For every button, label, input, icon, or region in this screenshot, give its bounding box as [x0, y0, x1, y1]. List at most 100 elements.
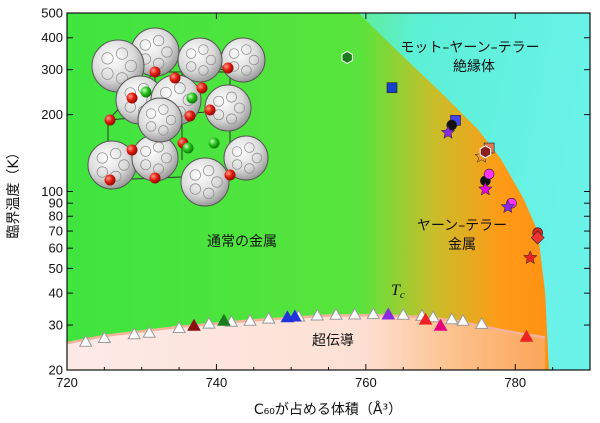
- c60-facet: [244, 163, 255, 174]
- c60-facet: [185, 48, 197, 59]
- mott-insulator-region: [358, 13, 590, 370]
- triangle-open-data-point: [261, 311, 276, 324]
- y-tick-label: 400: [41, 30, 63, 45]
- alkali-atom-red: [126, 92, 138, 104]
- mott-label-line1: モット–ヤーン–テラー: [400, 40, 539, 56]
- c60-facet: [211, 176, 223, 188]
- c60-molecule: [137, 97, 183, 143]
- c60-facet: [213, 109, 225, 121]
- y-tick-label: 30: [49, 318, 63, 333]
- x-axis-title: C₆₀が占める体積（Å³）: [254, 401, 402, 418]
- c60-facet: [231, 159, 243, 170]
- c60-facet: [161, 46, 173, 58]
- c60-facet: [189, 169, 201, 181]
- c60-facet: [153, 34, 165, 47]
- c60-facet: [231, 146, 243, 157]
- c60-facet: [145, 121, 157, 132]
- alkali-atom-green: [140, 86, 152, 98]
- x-tick-label: 720: [56, 375, 78, 390]
- alkali-atom-red: [104, 174, 116, 186]
- c60-facet: [189, 183, 201, 195]
- c60-facet: [228, 48, 240, 59]
- square-data-point: [386, 82, 398, 93]
- triangle-open-data-point: [329, 307, 343, 320]
- triangle-open-data-point: [347, 307, 362, 320]
- c60-facet: [198, 65, 209, 76]
- x-tick-label: 760: [355, 375, 377, 390]
- c60-facet: [110, 147, 122, 160]
- c60-facet: [241, 65, 252, 76]
- c60-facet: [158, 125, 169, 136]
- triangle-data-point: [433, 318, 448, 331]
- x-axis: 720 740 760 780: [56, 13, 591, 390]
- triangle-data-point: [288, 309, 302, 322]
- alkali-atom-red: [126, 144, 138, 156]
- triangle-data-point: [217, 313, 231, 326]
- star-data-point: [500, 199, 516, 214]
- c60-facet: [248, 54, 260, 66]
- tc-label: Tc: [391, 282, 405, 301]
- data-markers: [78, 50, 545, 347]
- alkali-atom-red: [196, 82, 208, 94]
- superconducting-dome: [67, 315, 546, 370]
- y-tick-label: 70: [49, 224, 63, 239]
- triangle-open-data-point: [202, 316, 216, 329]
- y-tick-label: 300: [41, 62, 63, 77]
- c60-facet: [244, 142, 255, 153]
- x-tick-label: 780: [504, 375, 526, 390]
- alkali-atom-green: [208, 137, 220, 149]
- c60-facet: [226, 91, 237, 103]
- c60-facet: [205, 54, 217, 66]
- c60-facet: [139, 39, 151, 51]
- alkali-atom-red: [104, 114, 116, 126]
- c60-facet: [251, 152, 263, 164]
- diamond-data-point: [530, 230, 545, 245]
- triangle-open-data-point: [456, 313, 470, 326]
- triangle-open-data-point: [444, 312, 459, 325]
- y-tick-label: 20: [49, 363, 63, 378]
- alkali-atom-red: [149, 66, 161, 78]
- alkali-atom-red: [204, 104, 216, 116]
- y-tick-label: 200: [41, 107, 63, 122]
- triangle-open-data-point: [78, 334, 93, 347]
- alkali-atom-green: [186, 92, 198, 104]
- c60-facet: [160, 86, 172, 99]
- y-tick-label: 500: [41, 6, 63, 21]
- y-tick-label: 100: [41, 184, 63, 199]
- c60-facet: [165, 114, 177, 126]
- triangle-open-data-point: [243, 313, 257, 326]
- alkali-atom-red: [169, 72, 181, 84]
- c60-facet: [185, 61, 197, 72]
- c60-facet: [158, 104, 169, 115]
- triangle-open-data-point: [396, 307, 411, 320]
- c60-facet: [101, 67, 114, 80]
- c60-facet: [173, 82, 186, 94]
- alkali-atom-red: [222, 62, 234, 74]
- c60-facet: [234, 102, 245, 114]
- c60-molecule: [220, 37, 266, 83]
- plot-area: [67, 13, 590, 370]
- star-data-point: [522, 250, 538, 265]
- alkali-atom-red: [224, 169, 236, 181]
- hexagon-data-point: [479, 145, 492, 159]
- triangle-open-data-point: [172, 320, 186, 333]
- c60-facet: [145, 108, 157, 119]
- triangle-data-point: [418, 312, 433, 325]
- c60-facet: [115, 47, 129, 60]
- c60-facet: [96, 152, 108, 164]
- c60-facet: [140, 159, 152, 171]
- c60-facet: [101, 52, 114, 65]
- c60-facet: [161, 152, 172, 164]
- alkali-atom-red: [149, 172, 161, 184]
- superconductivity-label: 超伝導: [312, 333, 354, 349]
- triangle-data-point: [187, 318, 201, 331]
- y-axis-title: 臨界温度（K）: [6, 145, 22, 238]
- tc-boundary-line: [67, 313, 546, 345]
- triangle-data-point: [519, 329, 534, 342]
- c60-facet: [96, 166, 108, 178]
- jt-metal-label-line1: ヤーン–テラー: [417, 218, 507, 234]
- c60-facet: [140, 145, 152, 157]
- c60-molecule: [177, 37, 223, 83]
- triangle-data-point: [381, 307, 396, 320]
- triangle-open-data-point: [97, 330, 112, 343]
